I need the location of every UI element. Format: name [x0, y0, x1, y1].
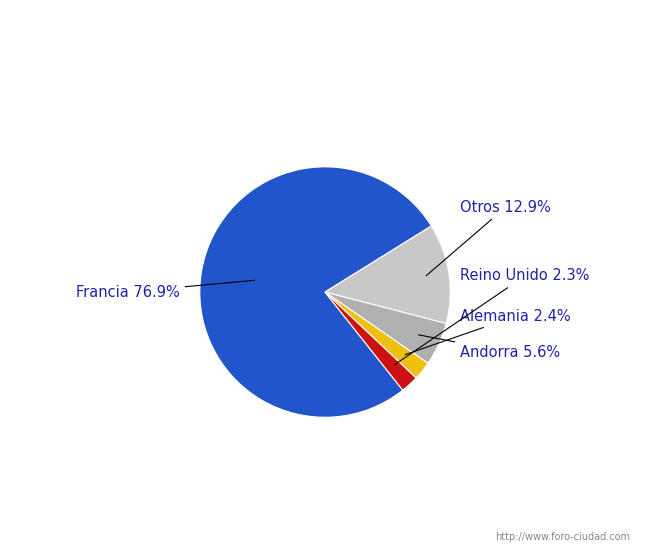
Text: Reino Unido 2.3%: Reino Unido 2.3% — [395, 268, 590, 365]
Wedge shape — [325, 292, 446, 364]
Text: Andorra 5.6%: Andorra 5.6% — [419, 335, 560, 360]
Text: Alp - Turistas extranjeros según país - Agosto de 2024: Alp - Turistas extranjeros según país - … — [79, 12, 571, 28]
Wedge shape — [200, 167, 432, 417]
Text: http://www.foro-ciudad.com: http://www.foro-ciudad.com — [495, 532, 630, 542]
Wedge shape — [325, 226, 450, 323]
Wedge shape — [325, 292, 428, 378]
Wedge shape — [325, 292, 416, 390]
Text: Alemania 2.4%: Alemania 2.4% — [405, 309, 571, 355]
Text: Otros 12.9%: Otros 12.9% — [426, 200, 551, 276]
Text: Francia 76.9%: Francia 76.9% — [76, 280, 254, 300]
